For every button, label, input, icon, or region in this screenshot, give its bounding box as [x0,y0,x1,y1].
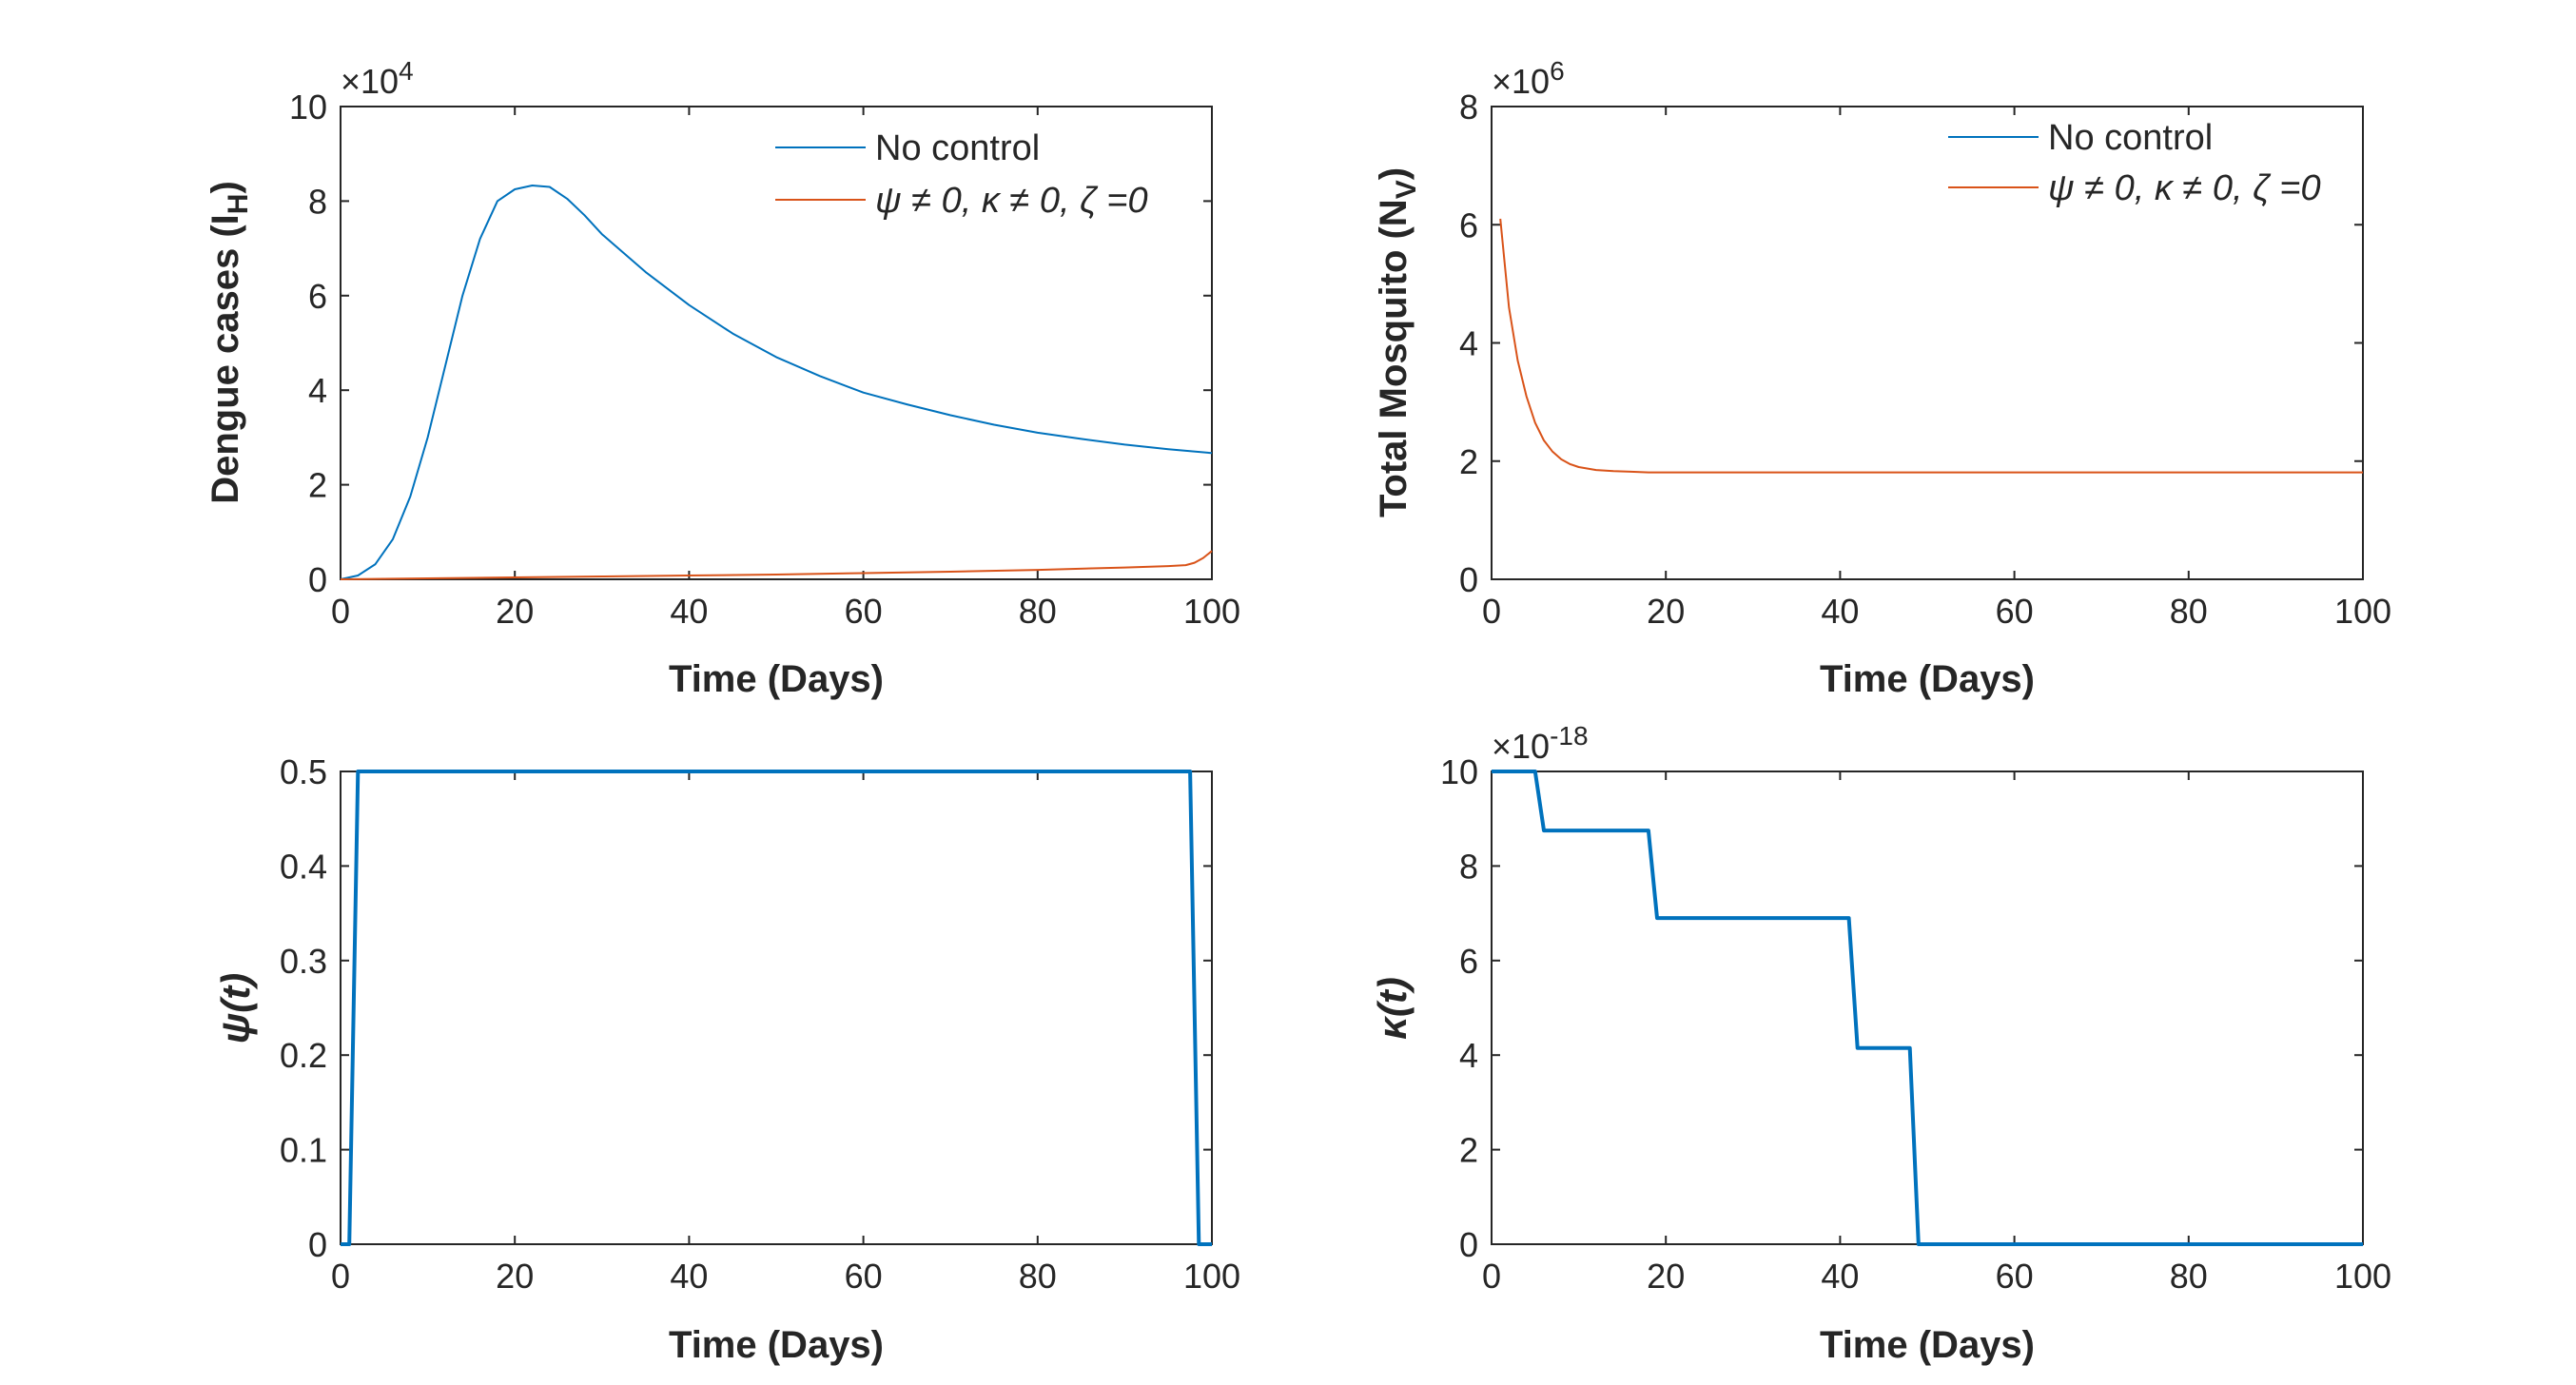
x-axis-label: Time (Days) [669,658,884,700]
y-tick-label: 8 [308,182,327,221]
y-tick-label: 0.5 [280,752,327,791]
y-exponent: ×106 [1492,56,1565,101]
y-tick-label: 6 [1459,205,1478,244]
x-axis-label: Time (Days) [669,1324,884,1366]
y-tick-label: 0.3 [280,942,327,981]
legend: No control ψ ≠ 0, κ ≠ 0, ζ =0 [1948,118,2321,208]
dengue-cases-chart: 0 20 40 60 80 100 0 2 4 6 8 10 ×104 Time (Days) Den… [205,56,1240,700]
y-axis-label: Total Mosquito (NV) [1373,167,1422,517]
x-tick-label: 100 [2334,592,2391,631]
legend-label-control: ψ ≠ 0, κ ≠ 0, ζ =0 [2048,168,2321,208]
plot-frame [340,106,1213,580]
y-tick-label: 4 [1459,324,1478,363]
y-tick-label: 6 [308,277,327,316]
legend-label-no-control: No control [875,128,1040,168]
x-tick-label: 60 [845,1257,883,1296]
y-axis-label: Dengue cases (IH) [205,181,254,504]
x-tick-label: 40 [1821,1257,1859,1296]
x-tick-label: 0 [1482,1257,1501,1296]
y-axis-label: ψ(t) [213,973,258,1044]
x-tick-label: 100 [2334,1257,2391,1296]
x-tick-label: 80 [2170,1257,2208,1296]
x-tick-label: 20 [496,592,534,631]
y-tick-label: 2 [1459,442,1478,481]
series-line-no-control [340,185,1213,580]
series-line-kappa [1492,770,2363,1246]
x-tick-label: 20 [1647,1257,1685,1296]
series-line-0-0-0 [340,550,1213,580]
legend-label-no-control: No control [2048,118,2213,158]
total-mosquito-chart: 0 20 40 60 80 100 0 2 4 6 8 ×106 Time (Days) Total… [1373,56,2391,700]
x-axis-label: Time (Days) [1820,1324,2035,1366]
x-tick-label: 0 [331,1257,350,1296]
legend: No control ψ ≠ 0, κ ≠ 0, ζ =0 [775,128,1148,221]
x-tick-label: 40 [670,592,708,631]
y-exponent: ×10-18 [1492,721,1589,766]
x-tick-label: 20 [496,1257,534,1296]
y-tick-label: 0 [1459,560,1478,599]
y-tick-label: 10 [1440,752,1478,791]
y-tick-label: 0 [1459,1225,1478,1264]
x-tick-label: 80 [2170,592,2208,631]
y-tick-label: 0.4 [280,847,327,886]
x-tick-label: 100 [1183,592,1240,631]
x-tick-label: 100 [1183,1257,1240,1296]
legend-label-control: ψ ≠ 0, κ ≠ 0, ζ =0 [875,181,1148,221]
series-line-0-0-0 [1499,218,2363,474]
y-tick-label: 10 [289,88,327,127]
y-tick-label: 8 [1459,88,1478,127]
psi-control-chart: 0 20 40 60 80 100 0 0.1 0.2 0.3 0.4 0.5 Time (Days)… [213,752,1240,1366]
y-tick-label: 6 [1459,942,1478,981]
y-tick-label: 0.2 [280,1036,327,1075]
x-tick-label: 0 [331,592,350,631]
x-tick-label: 0 [1482,592,1501,631]
x-tick-label: 80 [1019,592,1057,631]
y-axis-label: κ(t) [1370,977,1415,1040]
y-tick-label: 4 [1459,1036,1478,1075]
y-tick-label: 0.1 [280,1131,327,1170]
y-tick-label: 4 [308,371,327,410]
x-tick-label: 60 [1996,592,2034,631]
x-tick-label: 60 [845,592,883,631]
y-tick-label: 2 [1459,1131,1478,1170]
x-tick-label: 40 [670,1257,708,1296]
y-exponent: ×104 [341,56,414,101]
series-line-psi [341,770,1212,1246]
x-tick-label: 20 [1647,592,1685,631]
y-tick-label: 8 [1459,847,1478,886]
y-tick-label: 2 [308,466,327,505]
x-tick-label: 80 [1019,1257,1057,1296]
y-tick-label: 0 [308,1225,327,1264]
x-axis-label: Time (Days) [1820,658,2035,700]
kappa-control-chart: 0 20 40 60 80 100 0 2 4 6 8 10 ×10-18 Time (Days) κ… [1370,721,2391,1366]
y-tick-label: 0 [308,560,327,599]
x-tick-label: 40 [1821,592,1859,631]
x-tick-label: 60 [1996,1257,2034,1296]
